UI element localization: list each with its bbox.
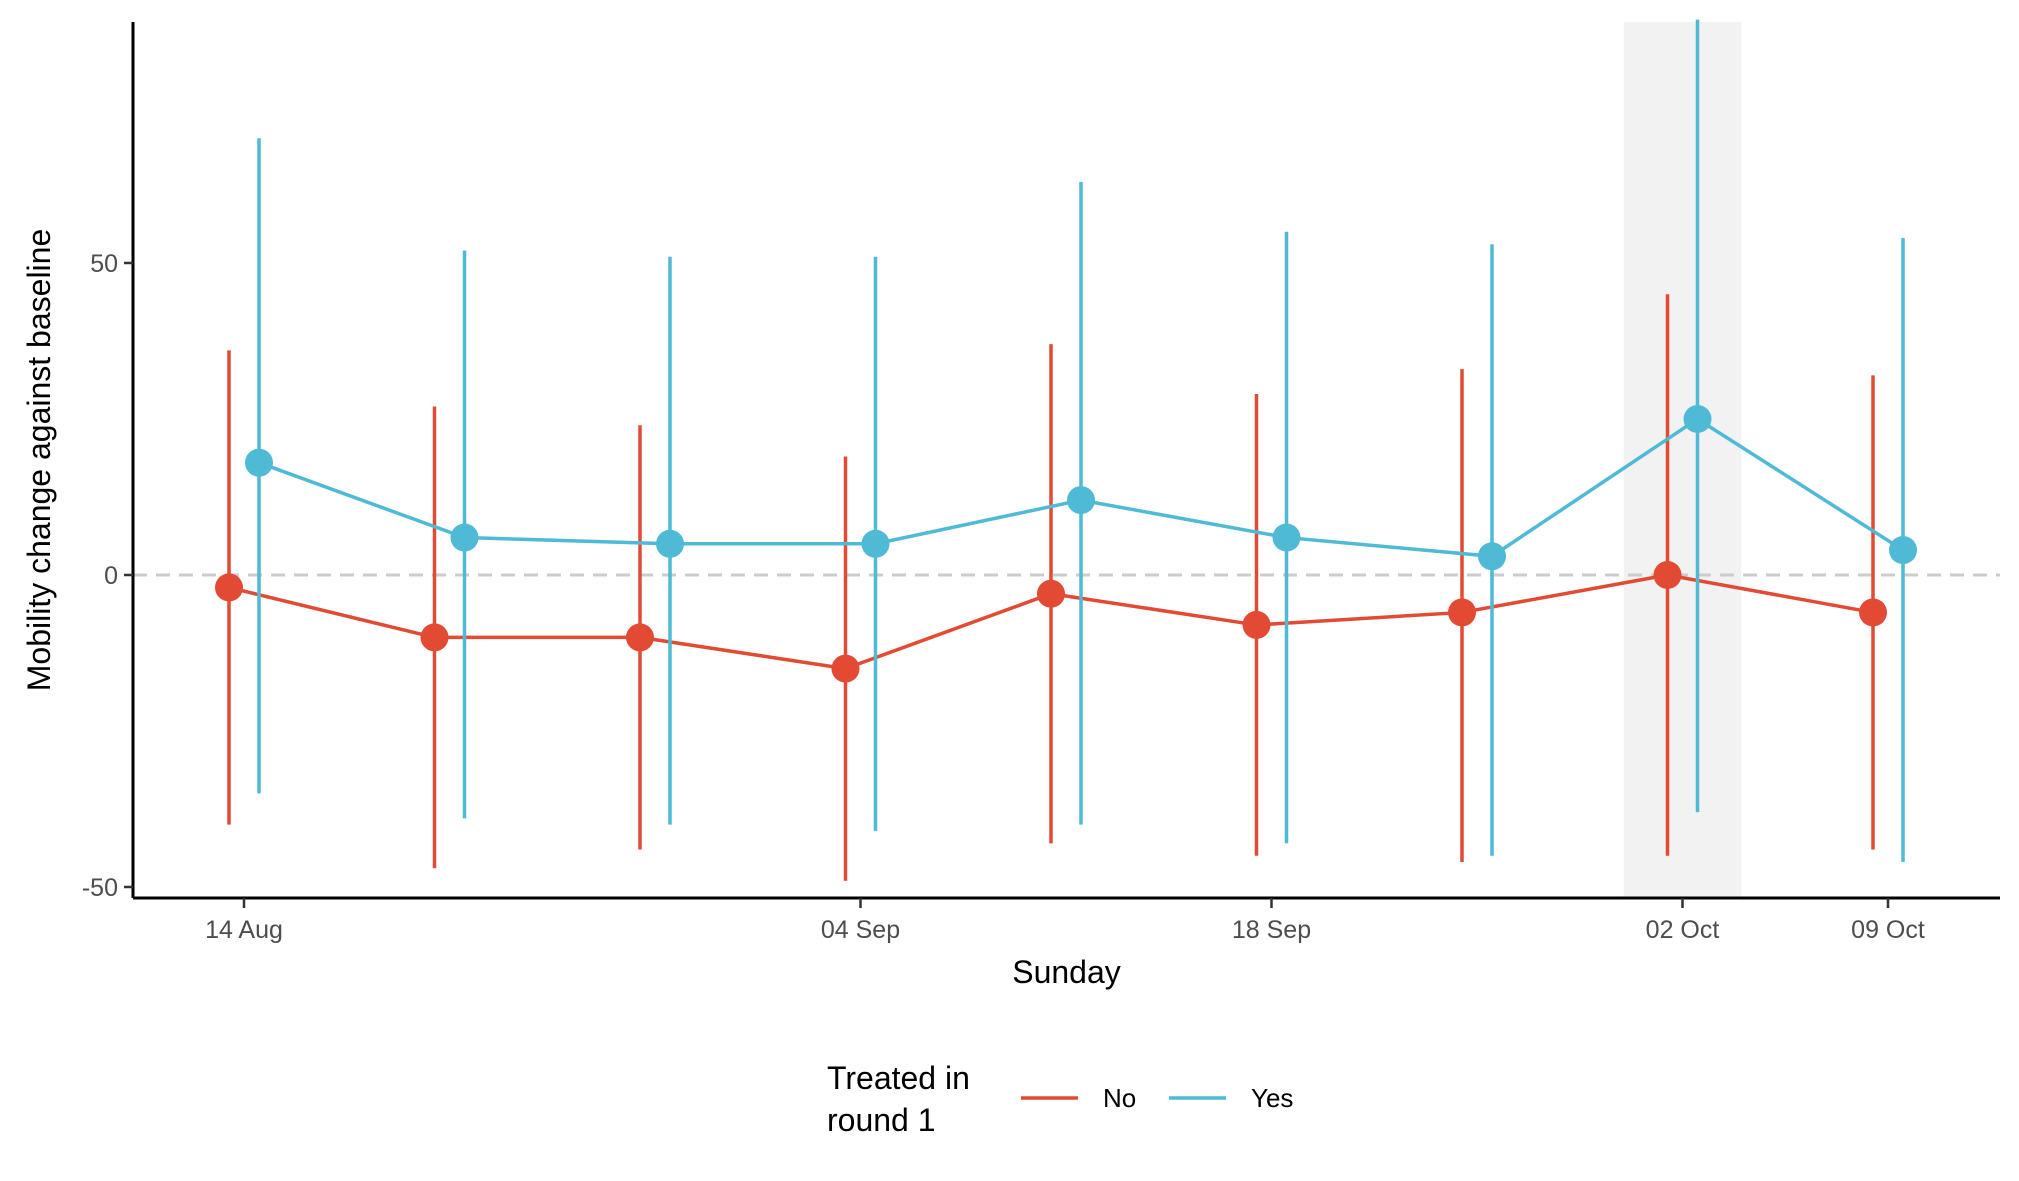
point-yes-3 [861,529,890,558]
x-axis-ticks: 14 Aug 04 Sep 18 Sep 02 Oct 09 Oct [205,898,1925,944]
point-no-1 [420,623,449,652]
x-axis-title: Sunday [1012,954,1121,990]
point-yes-6 [1478,542,1506,571]
point-no-3 [831,654,860,683]
y-tick-label: 0 [104,562,118,590]
x-tick-label: 09 Oct [1851,916,1925,944]
y-tick-label: -50 [82,874,118,902]
point-yes-1 [450,523,479,552]
point-yes-5 [1272,523,1301,552]
x-tick-label: 18 Sep [1232,916,1311,944]
y-tick-label: 50 [90,250,118,278]
point-no-6 [1448,598,1476,627]
point-no-7 [1653,561,1682,589]
y-axis-ticks: -50 0 50 [82,250,133,902]
point-no-2 [626,623,654,652]
point-yes-4 [1067,486,1095,515]
point-no-0 [215,573,243,602]
legend-items: No Yes [1021,1083,1293,1113]
legend: Treated in round 1 No Yes [827,1060,1293,1138]
series-layer [215,19,1917,881]
legend-title-line-1: Treated in [827,1060,970,1096]
legend-label-no: No [1103,1083,1136,1113]
x-tick-label: 04 Sep [821,916,900,944]
point-yes-8 [1889,536,1917,565]
point-no-5 [1242,610,1271,639]
legend-label-yes: Yes [1251,1083,1293,1113]
point-no-8 [1859,598,1887,627]
x-tick-label: 02 Oct [1646,916,1720,944]
x-tick-label: 14 Aug [205,916,283,944]
point-no-4 [1037,579,1065,608]
point-yes-2 [656,529,684,558]
highlight-band [1623,22,1742,898]
series-yes [245,19,1917,863]
series-no [215,294,1887,881]
legend-title-line-2: round 1 [827,1102,936,1138]
point-yes-7 [1683,405,1712,433]
y-axis-title: Mobility change against baseline [21,229,57,692]
point-yes-0 [245,448,273,477]
